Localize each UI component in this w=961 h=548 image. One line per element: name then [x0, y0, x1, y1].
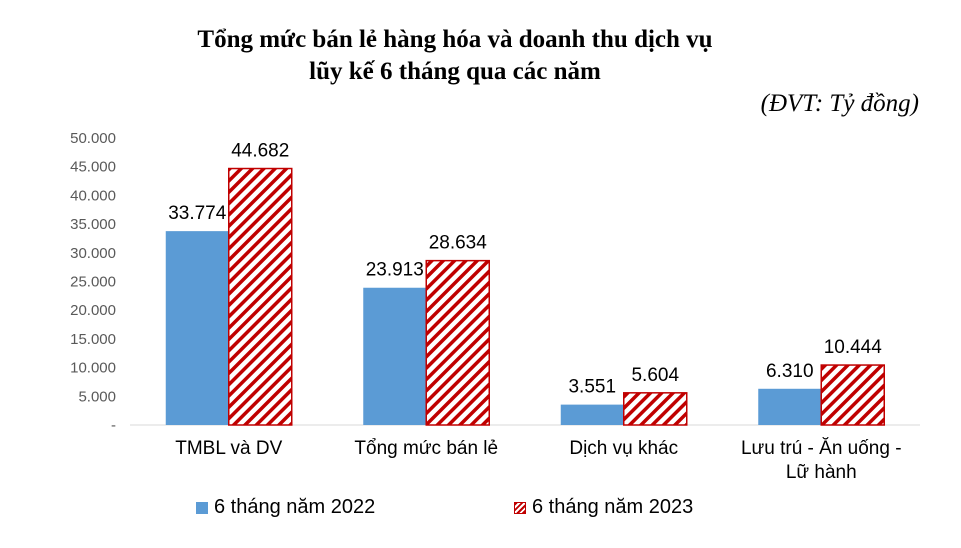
- chart-title: Tổng mức bán lẻ hàng hóa và doanh thu dị…: [0, 24, 910, 88]
- y-tick-label: 10.000: [70, 360, 116, 377]
- data-label: 6.310: [766, 361, 814, 382]
- category-label: Lữ hành: [786, 462, 857, 483]
- y-tick-label: 15.000: [70, 331, 116, 348]
- y-tick-label: -: [111, 417, 116, 434]
- unit-note: (ĐVT: Tỷ đồng): [760, 90, 919, 117]
- y-tick-label: 40.000: [70, 187, 116, 204]
- bar-2023: [228, 167, 293, 426]
- legend-item-2023: 6 tháng năm 2023: [514, 496, 693, 519]
- chart-title-line1: Tổng mức bán lẻ hàng hóa và doanh thu dị…: [197, 26, 713, 53]
- y-tick-label: 20.000: [70, 302, 116, 319]
- y-tick-label: 30.000: [70, 245, 116, 262]
- bar-chart: - 5.000 10.000 15.000 20.000 25.000 30.000 35.0…: [70, 130, 920, 483]
- category-label: TMBL và DV: [175, 438, 282, 459]
- data-label: 33.774: [168, 203, 227, 224]
- bar-2022: [758, 388, 822, 425]
- legend-swatch-2023: [514, 501, 526, 514]
- legend-swatch-2022: [196, 501, 208, 514]
- data-label: 5.604: [631, 365, 679, 386]
- bar-2023: [623, 392, 688, 426]
- chart-title-line2: lũy kế 6 tháng qua các năm: [309, 58, 601, 85]
- category-label: Lưu trú - Ăn uống -: [741, 438, 902, 459]
- data-label: 10.444: [824, 337, 883, 358]
- y-tick-label: 35.000: [70, 216, 116, 233]
- bar-2023: [820, 364, 885, 426]
- y-tick-label: 25.000: [70, 274, 116, 291]
- bar-2023: [425, 259, 490, 426]
- data-label: 3.551: [568, 377, 616, 398]
- category-label: Dịch vụ khác: [569, 438, 678, 459]
- bar-2022: [165, 231, 229, 425]
- y-tick-label: 45.000: [70, 159, 116, 176]
- y-tick-label: 50.000: [70, 130, 116, 147]
- y-tick-label: 5.000: [78, 388, 116, 405]
- legend-item-2022: 6 tháng năm 2022: [196, 496, 375, 519]
- data-label: 23.913: [366, 260, 424, 281]
- legend-label-2022: 6 tháng năm 2022: [214, 496, 376, 518]
- bar-2022: [560, 404, 624, 425]
- data-label: 28.634: [429, 233, 488, 254]
- bar-2022: [363, 287, 427, 425]
- legend-label-2023: 6 tháng năm 2023: [532, 496, 694, 518]
- category-label: Tổng mức bán lẻ: [354, 438, 498, 459]
- data-label: 44.682: [231, 141, 289, 162]
